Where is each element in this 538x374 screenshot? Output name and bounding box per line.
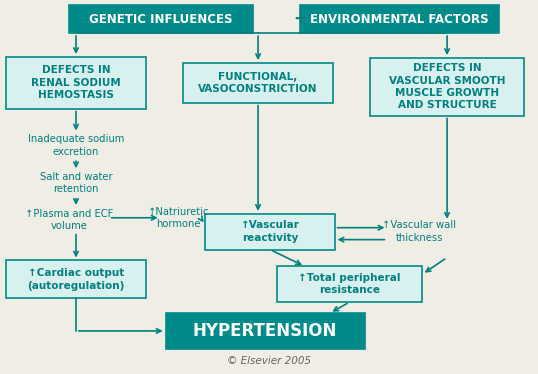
Text: FUNCTIONAL,
VASOCONSTRICTION: FUNCTIONAL, VASOCONSTRICTION [199, 71, 318, 94]
Text: DEFECTS IN
RENAL SODIUM
HEMOSTASIS: DEFECTS IN RENAL SODIUM HEMOSTASIS [31, 65, 121, 100]
Text: GENETIC INFLUENCES: GENETIC INFLUENCES [89, 13, 232, 26]
FancyBboxPatch shape [68, 5, 252, 33]
Text: +: + [293, 10, 307, 28]
Text: HYPERTENSION: HYPERTENSION [193, 322, 337, 340]
Text: ↑Vascular
reactivity: ↑Vascular reactivity [240, 220, 300, 243]
Text: Salt and water
retention: Salt and water retention [40, 172, 112, 194]
Text: Inadequate sodium
excretion: Inadequate sodium excretion [28, 134, 124, 156]
FancyBboxPatch shape [6, 260, 146, 298]
FancyBboxPatch shape [166, 313, 365, 349]
Text: ↑Vascular wall
thickness: ↑Vascular wall thickness [382, 220, 456, 243]
FancyBboxPatch shape [300, 5, 499, 33]
Text: ↑Total peripheral
resistance: ↑Total peripheral resistance [299, 273, 401, 295]
Text: ↑Cardiac output
(autoregulation): ↑Cardiac output (autoregulation) [27, 268, 125, 291]
Text: ↑Natriuretic
hormone: ↑Natriuretic hormone [148, 206, 209, 229]
FancyBboxPatch shape [278, 266, 422, 302]
FancyBboxPatch shape [6, 57, 146, 108]
FancyBboxPatch shape [206, 214, 335, 249]
FancyBboxPatch shape [183, 63, 332, 102]
Text: DEFECTS IN
VASCULAR SMOOTH
MUSCLE GROWTH
AND STRUCTURE: DEFECTS IN VASCULAR SMOOTH MUSCLE GROWTH… [389, 63, 505, 110]
Text: ↑Plasma and ECF
volume: ↑Plasma and ECF volume [25, 209, 113, 231]
Text: ENVIRONMENTAL FACTORS: ENVIRONMENTAL FACTORS [310, 13, 489, 26]
FancyBboxPatch shape [370, 58, 524, 116]
Text: © Elsevier 2005: © Elsevier 2005 [227, 356, 311, 366]
